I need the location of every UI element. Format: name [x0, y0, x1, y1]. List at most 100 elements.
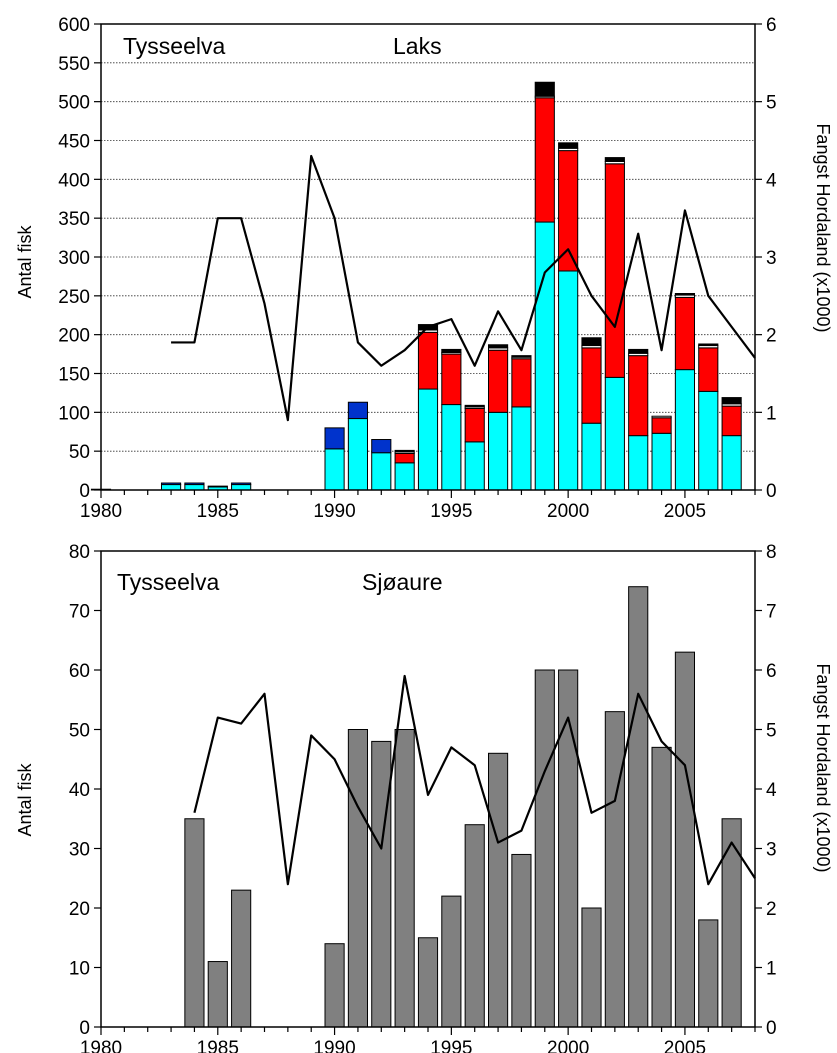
x-tick-label: 2005 [664, 1038, 706, 1053]
bar-1996-s4 [464, 404, 485, 408]
catch-line [193, 674, 756, 886]
bar-1990-s1 [324, 427, 345, 450]
bar-2003-s4 [628, 348, 649, 354]
y2-tick-label: 4 [766, 780, 777, 801]
y-tick-label: 80 [69, 542, 90, 563]
bar-1986-s0 [231, 889, 252, 1028]
river-label: Tysseelva [117, 569, 219, 595]
bar-1992-s0 [371, 452, 392, 491]
y-tick-label: 0 [79, 1018, 90, 1039]
bar-2001-s4 [581, 337, 602, 347]
y-tick-label: 400 [58, 170, 90, 191]
chart-panel-laks: 1980 1985 1990 1995 2000 2005 050100150200250… [15, 15, 833, 522]
bar-2002-s0 [604, 376, 625, 491]
bar-1994-s2 [417, 331, 439, 390]
y2-tick-label: 8 [766, 542, 777, 563]
x-tick-label: 1980 [80, 1038, 122, 1053]
x-tick-label: 1985 [197, 1038, 239, 1053]
bar-1999-s0 [534, 669, 555, 1028]
bar-1990-s0 [324, 448, 345, 491]
bar-1995-s0 [441, 895, 462, 1028]
y2-tick-label: 4 [766, 170, 777, 191]
bar-2000-s0 [558, 669, 579, 1028]
bar-2000-s2 [558, 150, 579, 272]
y-tick-label: 0 [79, 481, 90, 502]
bar-1999-s2 [534, 97, 555, 223]
y2-tick-label: 5 [766, 93, 777, 114]
y2-axis-title: Fangst Hordaland (x1000) [813, 663, 833, 872]
bar-1991-s1 [347, 401, 369, 420]
y-tick-label: 100 [58, 403, 90, 424]
bar-2003-s0 [628, 586, 649, 1028]
y2-tick-label: 5 [766, 721, 777, 742]
y2-tick-label: 2 [766, 899, 777, 920]
y-tick-label: 10 [69, 959, 90, 980]
y2-tick-label: 1 [766, 959, 777, 980]
x-tick-label: 2000 [547, 1038, 589, 1053]
bar-1998-s2 [511, 358, 532, 408]
bar-1994-s0 [417, 937, 439, 1028]
x-axis: 1980 1985 1990 1995 2000 2005 [80, 490, 756, 522]
y2-tick-label: 3 [766, 840, 777, 861]
y-tick-label: 250 [58, 287, 90, 308]
x-tick-label: 1995 [430, 501, 472, 522]
bar-group [90, 81, 742, 491]
x-tick-label: 1980 [80, 501, 122, 522]
bar-1985-s1 [207, 485, 228, 488]
y-axis-right: 0 1 2 3 4 5 6 [755, 15, 777, 502]
bar-1991-s0 [347, 729, 369, 1028]
bar-1986-s0 [231, 484, 252, 491]
chart-panel-sjoaure: 1980 1985 1990 1995 2000 2005 010203040506070… [15, 542, 833, 1053]
x-tick-label: 1990 [313, 1038, 355, 1053]
y-axis-title: Antal fisk [15, 224, 35, 298]
bar-2001-s0 [581, 422, 602, 491]
x-tick-label: 1990 [313, 501, 355, 522]
y-tick-label: 200 [58, 326, 90, 347]
y-axis-title: Antal fisk [15, 762, 35, 836]
y-axis-left: 0 10 20 30 40 50 60 70 80 [69, 542, 101, 1039]
bar-2001-s2 [581, 347, 602, 424]
y-tick-label: 300 [58, 248, 90, 269]
bar-1994-s0 [417, 388, 439, 491]
bar-2005-s4 [674, 293, 695, 296]
bar-2005-s2 [674, 296, 695, 371]
bar-group [184, 586, 742, 1028]
bar-1984-s0 [184, 484, 205, 491]
bar-2007-s2 [721, 405, 742, 437]
bar-2006-s0 [698, 390, 719, 491]
bar-1999-s0 [534, 221, 555, 491]
bar-2007-s0 [721, 818, 742, 1028]
bar-2005-s0 [674, 651, 695, 1028]
bar-2004-s2 [651, 417, 672, 434]
bar-2006-s4 [698, 343, 719, 347]
y-tick-label: 350 [58, 209, 90, 230]
y-tick-label: 450 [58, 132, 90, 153]
y-tick-label: 550 [58, 54, 90, 75]
bar-1996-s2 [464, 407, 485, 443]
bar-1998-s0 [511, 406, 532, 491]
y-tick-label: 30 [69, 840, 90, 861]
y-tick-label: 50 [69, 721, 90, 742]
y-tick-label: 20 [69, 899, 90, 920]
bar-2003-s0 [628, 435, 649, 491]
x-tick-label: 1995 [430, 1038, 472, 1053]
bar-1997-s0 [488, 411, 509, 491]
bar-2007-s4 [721, 397, 742, 405]
bar-1990-s0 [324, 943, 345, 1028]
y-axis-right: 0 1 2 3 4 5 6 7 8 [755, 542, 777, 1039]
y2-tick-label: 7 [766, 602, 777, 623]
bar-1983-s0 [160, 484, 182, 491]
bar-1997-s0 [488, 752, 509, 1028]
bar-1985-s0 [207, 961, 228, 1028]
bar-1991-s0 [347, 418, 369, 491]
x-tick-label: 2005 [664, 501, 706, 522]
y-tick-label: 40 [69, 780, 90, 801]
bar-2007-s0 [721, 435, 742, 491]
bar-1999-s4 [534, 81, 555, 97]
bar-2000-s0 [558, 270, 579, 491]
bar-1992-s0 [371, 740, 392, 1028]
bar-1998-s0 [511, 853, 532, 1028]
bar-2004-s3 [651, 415, 672, 419]
bar-1984-s1 [184, 482, 205, 486]
